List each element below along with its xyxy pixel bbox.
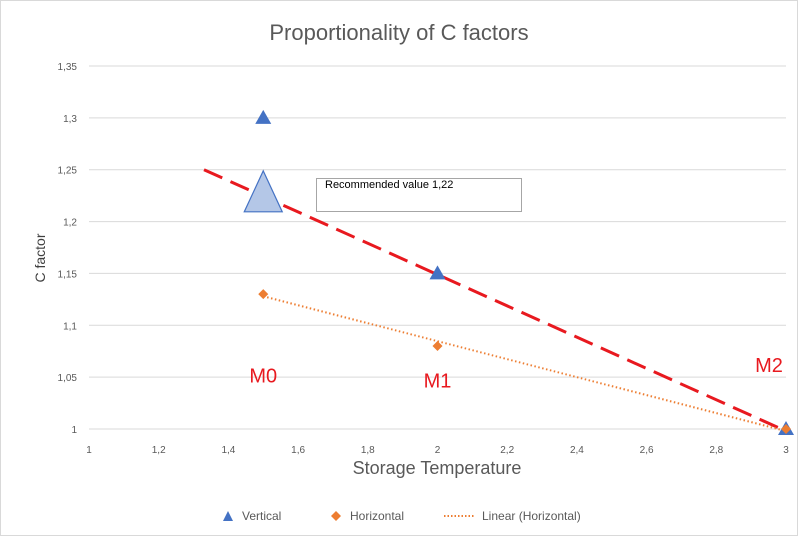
annotation-box: Recommended value 1,22	[316, 178, 522, 212]
vertical-point	[255, 109, 272, 124]
y-tick-label: 1,35	[58, 62, 78, 73]
legend-item-vertical: Vertical	[222, 509, 281, 523]
x-tick-label: 2,2	[500, 445, 514, 456]
y-tick-label: 1,15	[58, 269, 78, 280]
x-tick-label: 1,2	[152, 445, 166, 456]
horizontal-point	[781, 424, 791, 434]
y-tick-labels: 1 1,05 1,1 1,15 1,2 1,25 1,3 1,35	[58, 62, 78, 436]
y-tick-label: 1,3	[63, 114, 77, 125]
region-labels: M0 M1 M2	[249, 355, 783, 393]
vertical-point	[429, 265, 446, 280]
diamond-icon	[331, 511, 341, 521]
linear-horizontal-trendline	[263, 295, 787, 433]
x-tick-labels: 1 1,2 1,4 1,6 1,8 2 2,2 2,4 2,6 2,8 3	[86, 445, 789, 456]
y-tick-label: 1,25	[58, 166, 78, 177]
x-tick-label: 2,4	[570, 445, 584, 456]
legend: Vertical Horizontal Linear (Horizontal)	[0, 509, 798, 529]
y-tick-label: 1,05	[58, 373, 78, 384]
x-tick-label: 2,8	[709, 445, 723, 456]
dotted-line-icon	[444, 515, 474, 517]
triangle-icon	[223, 511, 233, 521]
legend-label: Linear (Horizontal)	[482, 509, 581, 523]
legend-item-linear: Linear (Horizontal)	[444, 509, 581, 523]
horizontal-point	[258, 289, 269, 300]
x-tick-label: 2,6	[640, 445, 654, 456]
series-lines	[203, 168, 787, 433]
data-points	[243, 109, 794, 435]
y-tick-label: 1,1	[63, 321, 77, 332]
y-tick-label: 1,2	[63, 218, 77, 229]
x-tick-label: 2	[435, 445, 441, 456]
region-label: M0	[249, 365, 277, 387]
legend-item-horizontal: Horizontal	[330, 509, 404, 523]
x-tick-label: 1,6	[291, 445, 305, 456]
x-axis-title: Storage Temperature	[352, 458, 522, 478]
annotation-text: Recommended value 1,22	[325, 179, 454, 191]
x-tick-label: 1	[86, 445, 92, 456]
region-label: M2	[755, 355, 783, 377]
x-tick-label: 1,4	[221, 445, 235, 456]
legend-label: Vertical	[242, 509, 282, 523]
y-tick-label: 1	[71, 425, 77, 436]
y-axis-title: C factor	[32, 233, 48, 283]
recommended-trend-line	[203, 168, 787, 433]
chart-title: Proportionality of C factors	[269, 20, 529, 45]
recommended-value-marker	[243, 169, 284, 213]
legend-label: Horizontal	[350, 509, 405, 523]
horizontal-point	[432, 341, 443, 352]
region-label: M1	[424, 371, 452, 393]
x-tick-label: 3	[783, 445, 789, 456]
x-tick-label: 1,8	[361, 445, 375, 456]
